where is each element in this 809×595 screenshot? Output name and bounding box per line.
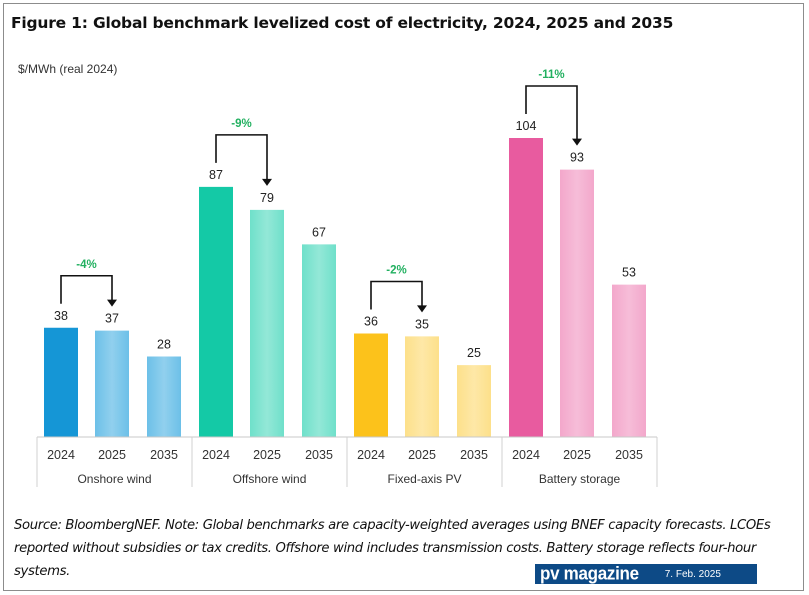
change-percent-label: -11%	[538, 69, 564, 81]
x-tick-label: 2024	[512, 448, 540, 462]
pv-magazine-badge: pv magazine 7. Feb. 2025	[535, 563, 757, 584]
arrow-head-icon	[107, 299, 117, 307]
bar-offshore-wind-2024	[199, 186, 233, 437]
x-tick-label: 2025	[98, 448, 126, 462]
figure-frame	[3, 3, 804, 591]
bar-onshore-wind-2024	[44, 327, 78, 437]
bars-layer	[44, 138, 646, 437]
bar-fixed-axis-pv-2024	[354, 333, 388, 437]
bar-battery-storage-2035	[612, 284, 646, 437]
source-note: Source: BloombergNEF. Note: Global bench…	[14, 518, 771, 579]
data-label: 79	[260, 191, 274, 205]
bar-onshore-wind-2035	[147, 356, 181, 437]
data-label: 93	[570, 151, 584, 165]
group-label: Battery storage	[539, 472, 621, 486]
x-tick-label: 2035	[305, 448, 333, 462]
data-label: 38	[54, 309, 68, 323]
x-tick-label: 2025	[253, 448, 281, 462]
bar-onshore-wind-2025	[95, 330, 129, 437]
data-label: 37	[105, 312, 119, 326]
x-tick-label: 2025	[408, 448, 436, 462]
x-tick-label: 2024	[47, 448, 75, 462]
bar-fixed-axis-pv-2035	[457, 365, 491, 437]
data-label: 67	[312, 225, 326, 239]
x-tick-label: 2035	[615, 448, 643, 462]
data-label: 53	[622, 266, 636, 280]
group-label: Fixed-axis PV	[387, 472, 461, 486]
arrow-head-icon	[572, 138, 582, 146]
bar-fixed-axis-pv-2025	[405, 336, 439, 437]
group-label: Onshore wind	[77, 472, 151, 486]
arrow-head-icon	[262, 178, 272, 186]
bar-battery-storage-2025	[560, 169, 594, 437]
data-label: 35	[415, 317, 429, 331]
group-label: Offshore wind	[233, 472, 307, 486]
change-bracket	[60, 274, 113, 304]
bar-offshore-wind-2035	[302, 244, 336, 437]
data-label: 25	[467, 346, 481, 360]
change-bracket	[370, 280, 423, 310]
data-label: 36	[364, 315, 378, 329]
data-label: 28	[157, 338, 171, 352]
x-tick-label: 2035	[150, 448, 178, 462]
change-bracket	[215, 134, 268, 180]
x-tick-label: 2025	[563, 448, 591, 462]
data-label: 104	[516, 119, 537, 133]
publish-date: 7. Feb. 2025	[664, 568, 721, 580]
change-percent-label: -2%	[386, 265, 406, 277]
bar-battery-storage-2024	[509, 138, 543, 437]
bar-offshore-wind-2025	[250, 209, 284, 437]
x-tick-label: 2035	[460, 448, 488, 462]
y-axis-unit-label: $/MWh (real 2024)	[18, 62, 118, 76]
brand-logo: pv magazine	[540, 563, 639, 584]
arrow-head-icon	[417, 305, 427, 313]
data-label: 87	[209, 168, 223, 182]
x-tick-label: 2024	[357, 448, 385, 462]
chart-title: Figure 1: Global benchmark levelized cos…	[11, 14, 674, 32]
change-percent-label: -4%	[76, 259, 96, 271]
x-tick-label: 2024	[202, 448, 230, 462]
annotations-layer: 38 37 28 -4% 87 79 67 -9% 36 35 25 -2% 104 93 53 -11%	[54, 69, 636, 360]
change-percent-label: -9%	[231, 118, 251, 130]
change-bracket	[525, 85, 578, 140]
